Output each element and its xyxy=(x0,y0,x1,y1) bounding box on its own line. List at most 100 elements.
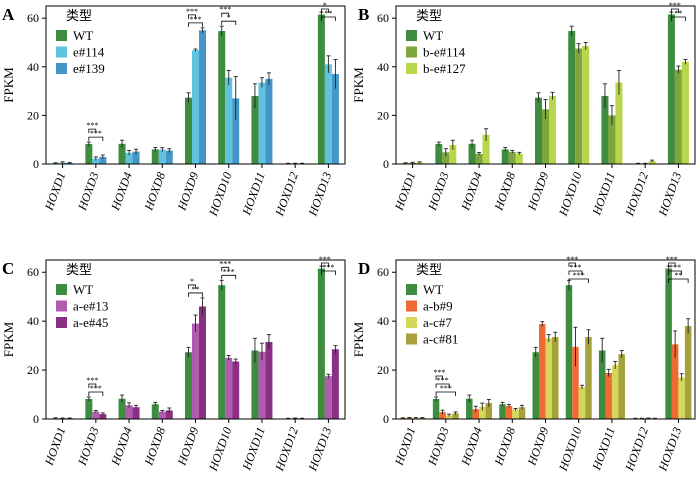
y-tick-label: 0 xyxy=(33,157,39,171)
significance-label: *** xyxy=(186,7,198,16)
bar xyxy=(439,412,446,419)
significance-bracket xyxy=(568,270,583,275)
x-tick-label: HOXD11 xyxy=(589,170,618,217)
y-axis-label: FPKM xyxy=(1,321,16,357)
legend-label: b-e#114 xyxy=(423,45,466,60)
bar xyxy=(192,323,199,419)
x-tick-label: HOXD4 xyxy=(458,170,485,213)
legend-label: WT xyxy=(73,28,93,43)
bar xyxy=(151,149,159,164)
bar xyxy=(317,268,325,419)
bar xyxy=(445,415,453,419)
bar xyxy=(317,14,325,165)
x-tick-label: HOXD13 xyxy=(305,170,334,218)
bar xyxy=(608,115,616,164)
bar xyxy=(449,145,457,164)
bar xyxy=(331,74,339,164)
legend-title: 类型 xyxy=(66,262,92,277)
significance-bracket xyxy=(670,8,679,13)
y-tick-label: 0 xyxy=(383,412,389,426)
significance-bracket xyxy=(668,278,689,283)
legend-title: 类型 xyxy=(416,8,442,23)
bar xyxy=(185,352,192,419)
bar xyxy=(598,350,606,419)
legend-swatch xyxy=(406,46,417,58)
significance-bracket xyxy=(435,383,450,388)
x-tick-label: HOXD12 xyxy=(622,425,651,473)
significance-bracket xyxy=(320,270,336,275)
y-tick-label: 60 xyxy=(377,265,389,279)
bar xyxy=(618,354,625,419)
bar xyxy=(432,398,440,419)
x-tick-label: HOXD9 xyxy=(174,170,201,213)
bar xyxy=(515,153,523,164)
significance-label: *** xyxy=(322,263,334,272)
legend-label: b-e#127 xyxy=(423,61,466,76)
legend-label: WT xyxy=(423,282,443,297)
x-tick-label: HOXD9 xyxy=(524,170,551,213)
legend-swatch xyxy=(406,317,417,328)
bar xyxy=(265,78,273,164)
significance-bracket xyxy=(320,16,336,21)
legend-swatch xyxy=(406,63,417,74)
significance-bracket xyxy=(668,270,683,275)
x-tick-label: HOXD11 xyxy=(239,425,268,472)
bar xyxy=(258,351,266,419)
legend-swatch xyxy=(406,284,417,295)
legend-swatch xyxy=(56,63,67,74)
y-tick-label: 20 xyxy=(27,363,39,377)
bar xyxy=(671,344,679,419)
panel-d: D**************************0204060FPKMHO… xyxy=(351,255,696,474)
significance-bracket xyxy=(568,262,576,267)
legend-swatch xyxy=(56,30,67,41)
bar xyxy=(251,350,259,419)
significance-bracket xyxy=(88,136,104,142)
bar xyxy=(552,337,559,419)
significance-bracket xyxy=(320,262,329,267)
x-tick-label: HOXD4 xyxy=(108,425,135,468)
x-tick-label: HOXD10 xyxy=(206,425,235,473)
significance-bracket xyxy=(188,284,196,289)
bar xyxy=(468,143,476,164)
significance-bracket xyxy=(221,274,237,280)
bar xyxy=(442,152,450,164)
bar xyxy=(499,404,506,419)
bar xyxy=(452,413,459,419)
significance-label: ** xyxy=(674,9,682,18)
significance-bracket xyxy=(221,20,237,26)
legend-swatch xyxy=(56,46,67,58)
x-tick-label: HOXD3 xyxy=(75,170,102,213)
bar xyxy=(582,46,590,164)
x-tick-label: HOXD1 xyxy=(391,170,418,213)
significance-bracket xyxy=(188,14,196,19)
x-tick-label: HOXD3 xyxy=(425,170,452,213)
x-tick-label: HOXD10 xyxy=(556,170,585,218)
bar xyxy=(125,405,133,419)
bar xyxy=(435,144,443,164)
bar xyxy=(118,398,126,419)
bar xyxy=(535,97,542,164)
bar xyxy=(667,14,675,165)
bar xyxy=(482,134,490,164)
x-tick-label: HOXD1 xyxy=(41,170,68,213)
y-axis-label: FPKM xyxy=(1,67,16,103)
legend-title: 类型 xyxy=(66,8,92,23)
legend-swatch xyxy=(406,333,417,345)
bar xyxy=(472,409,480,419)
bar xyxy=(85,144,93,164)
legend-swatch xyxy=(406,30,417,41)
y-tick-label: 0 xyxy=(33,412,39,426)
x-tick-label: HOXD9 xyxy=(174,425,201,468)
bar xyxy=(158,149,166,164)
bar xyxy=(125,152,133,164)
legend-label: WT xyxy=(423,28,443,43)
x-tick-label: HOXD12 xyxy=(272,425,301,473)
bar xyxy=(681,61,689,164)
bar xyxy=(539,324,546,419)
bar xyxy=(258,82,266,164)
x-tick-label: HOXD11 xyxy=(589,425,618,472)
y-tick-label: 40 xyxy=(27,60,39,74)
x-tick-label: HOXD8 xyxy=(491,425,518,468)
